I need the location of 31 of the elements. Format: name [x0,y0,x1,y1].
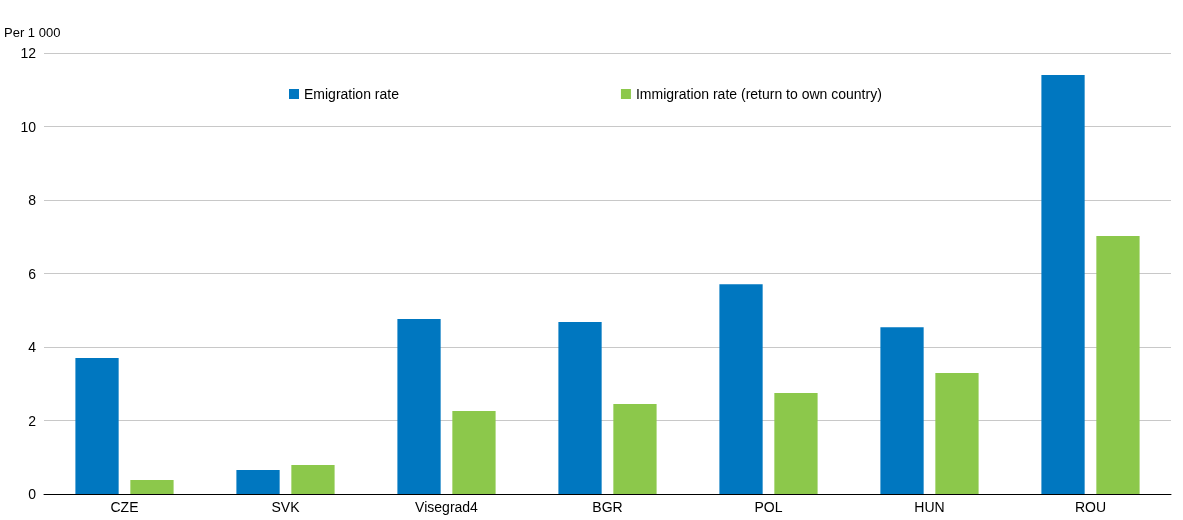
y-tick-label: 0 [28,486,37,502]
bar [719,284,763,494]
y-tick-label: 6 [28,265,37,282]
bar [75,358,119,494]
legend-label: Emigration rate [304,86,400,102]
bar [613,403,657,494]
bar [291,464,335,494]
y-axis-title: Per 1 000 [4,25,61,40]
y-tick-label: 4 [28,339,37,355]
y-tick-label: 10 [20,118,37,135]
bar [1096,236,1140,494]
bar [130,480,174,494]
x-tick-label: SVK [271,499,301,515]
bar [452,410,496,494]
x-tick-label: ROU [1074,499,1107,515]
x-tick-label: POL [754,499,783,515]
x-tick-label: Visegrad4 [415,499,479,515]
bar [397,319,441,494]
x-tick-label: BGR [592,499,623,515]
y-tick-label: 12 [20,45,37,61]
bar [236,470,280,494]
x-tick-label: CZE [110,499,139,515]
bar [880,327,924,494]
legend-label: Immigration rate (return to own country) [635,86,882,102]
bar [935,373,979,494]
bar [558,322,602,494]
x-tick-label: HUN [914,499,945,515]
bar [774,392,818,494]
y-tick-label: 8 [28,192,37,208]
y-tick-label: 2 [28,412,37,429]
bar [1041,75,1085,494]
